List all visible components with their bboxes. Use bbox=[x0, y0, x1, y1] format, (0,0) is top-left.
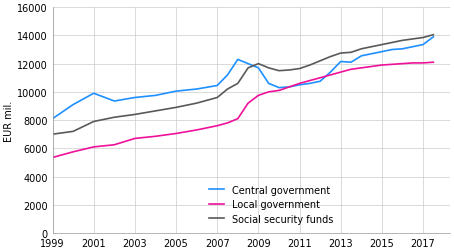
Legend: Central government, Local government, Social security funds: Central government, Local government, So… bbox=[209, 185, 333, 224]
Central government bbox=[235, 59, 241, 62]
Local government bbox=[153, 135, 158, 138]
Central government bbox=[317, 80, 323, 83]
Central government bbox=[245, 63, 251, 66]
Central government bbox=[297, 84, 302, 87]
Social security funds bbox=[245, 67, 251, 70]
Social security funds bbox=[420, 37, 426, 40]
Central government bbox=[132, 97, 138, 100]
Y-axis label: EUR mil.: EUR mil. bbox=[4, 100, 14, 141]
Central government bbox=[256, 67, 261, 70]
Central government bbox=[338, 61, 344, 64]
Central government bbox=[266, 83, 271, 86]
Local government bbox=[112, 144, 117, 147]
Social security funds bbox=[235, 83, 241, 86]
Local government bbox=[173, 133, 179, 136]
Social security funds bbox=[70, 130, 76, 133]
Social security funds bbox=[132, 113, 138, 116]
Line: Local government: Local government bbox=[53, 63, 434, 158]
Social security funds bbox=[266, 67, 271, 70]
Social security funds bbox=[400, 40, 405, 43]
Central government bbox=[194, 88, 199, 91]
Central government bbox=[70, 104, 76, 107]
Central government bbox=[348, 61, 354, 65]
Local government bbox=[297, 83, 302, 86]
Central government bbox=[286, 86, 292, 89]
Line: Central government: Central government bbox=[53, 38, 434, 119]
Local government bbox=[286, 86, 292, 89]
Social security funds bbox=[214, 97, 220, 100]
Local government bbox=[276, 89, 282, 92]
Line: Social security funds: Social security funds bbox=[53, 36, 434, 135]
Local government bbox=[431, 61, 436, 65]
Local government bbox=[91, 146, 96, 149]
Social security funds bbox=[153, 110, 158, 113]
Local government bbox=[235, 118, 241, 121]
Social security funds bbox=[91, 120, 96, 123]
Local government bbox=[225, 122, 230, 125]
Local government bbox=[369, 66, 375, 69]
Central government bbox=[431, 36, 436, 39]
Central government bbox=[276, 87, 282, 90]
Social security funds bbox=[317, 60, 323, 63]
Central government bbox=[91, 92, 96, 96]
Local government bbox=[245, 102, 251, 105]
Social security funds bbox=[307, 64, 313, 67]
Social security funds bbox=[276, 70, 282, 73]
Central government bbox=[50, 118, 55, 121]
Local government bbox=[317, 77, 323, 80]
Central government bbox=[400, 48, 405, 51]
Local government bbox=[420, 62, 426, 65]
Social security funds bbox=[194, 102, 199, 105]
Central government bbox=[214, 85, 220, 88]
Local government bbox=[256, 94, 261, 98]
Central government bbox=[369, 53, 375, 56]
Central government bbox=[410, 46, 415, 49]
Central government bbox=[307, 83, 313, 86]
Social security funds bbox=[328, 56, 333, 59]
Social security funds bbox=[112, 116, 117, 119]
Central government bbox=[420, 44, 426, 47]
Local government bbox=[307, 80, 313, 83]
Local government bbox=[390, 64, 395, 67]
Local government bbox=[132, 137, 138, 140]
Social security funds bbox=[390, 42, 395, 45]
Social security funds bbox=[50, 133, 55, 136]
Local government bbox=[214, 125, 220, 128]
Social security funds bbox=[348, 52, 354, 55]
Social security funds bbox=[256, 63, 261, 66]
Social security funds bbox=[286, 69, 292, 72]
Central government bbox=[390, 49, 395, 52]
Local government bbox=[70, 151, 76, 154]
Social security funds bbox=[359, 48, 364, 51]
Central government bbox=[153, 94, 158, 98]
Local government bbox=[410, 62, 415, 65]
Local government bbox=[348, 69, 354, 72]
Central government bbox=[112, 100, 117, 103]
Local government bbox=[328, 74, 333, 77]
Social security funds bbox=[225, 88, 230, 91]
Local government bbox=[379, 64, 385, 67]
Social security funds bbox=[173, 106, 179, 109]
Local government bbox=[400, 63, 405, 66]
Social security funds bbox=[297, 68, 302, 71]
Social security funds bbox=[379, 44, 385, 47]
Social security funds bbox=[431, 34, 436, 37]
Local government bbox=[359, 67, 364, 70]
Social security funds bbox=[338, 52, 344, 55]
Local government bbox=[338, 71, 344, 74]
Central government bbox=[328, 71, 333, 74]
Central government bbox=[225, 74, 230, 77]
Social security funds bbox=[410, 38, 415, 41]
Central government bbox=[359, 55, 364, 58]
Local government bbox=[266, 91, 271, 94]
Social security funds bbox=[369, 46, 375, 49]
Central government bbox=[379, 51, 385, 54]
Central government bbox=[173, 90, 179, 93]
Local government bbox=[50, 156, 55, 159]
Local government bbox=[194, 129, 199, 132]
